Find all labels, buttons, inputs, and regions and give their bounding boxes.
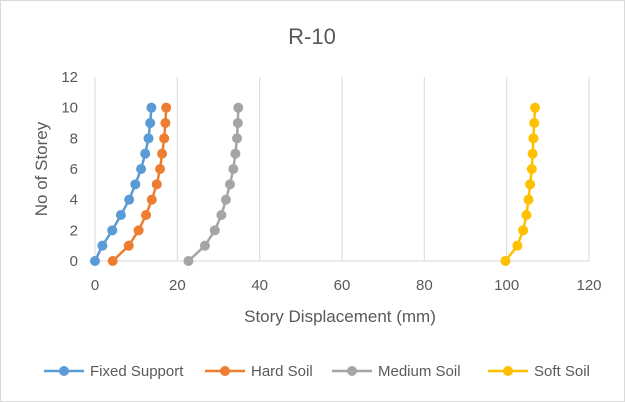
data-point bbox=[157, 148, 168, 159]
y-tick-label: 6 bbox=[70, 161, 78, 178]
data-point bbox=[230, 148, 241, 159]
data-point bbox=[143, 133, 154, 144]
data-point bbox=[97, 240, 108, 251]
data-point bbox=[115, 210, 126, 220]
plot-series bbox=[90, 102, 541, 266]
x-tick-label: 120 bbox=[576, 277, 601, 294]
legend-item: Hard Soil bbox=[205, 363, 313, 380]
legend-item: Soft Soil bbox=[488, 363, 590, 380]
data-point bbox=[90, 256, 100, 266]
legend-label: Soft Soil bbox=[534, 363, 590, 380]
y-axis-title: No of Storey bbox=[32, 121, 51, 216]
data-point bbox=[518, 225, 529, 236]
legend-label: Fixed Support bbox=[90, 363, 184, 380]
legend-item: Fixed Support bbox=[44, 363, 184, 380]
legend-item: Medium Soil bbox=[332, 363, 461, 380]
data-point bbox=[512, 240, 523, 251]
x-axis-title: Story Displacement (mm) bbox=[244, 307, 436, 326]
data-point bbox=[123, 240, 134, 251]
data-point bbox=[232, 118, 243, 128]
data-point bbox=[145, 118, 156, 128]
data-point bbox=[220, 194, 231, 205]
data-point bbox=[183, 256, 194, 266]
y-tick-label: 0 bbox=[70, 253, 78, 270]
data-point bbox=[160, 118, 171, 128]
y-tick-label: 12 bbox=[61, 69, 78, 86]
data-point bbox=[225, 179, 236, 190]
data-point bbox=[130, 179, 141, 190]
y-tick-label: 4 bbox=[70, 192, 78, 209]
legend-label: Hard Soil bbox=[251, 363, 313, 380]
data-point bbox=[146, 102, 157, 113]
x-tick-label: 40 bbox=[251, 277, 268, 294]
data-point bbox=[232, 133, 243, 144]
data-point bbox=[529, 118, 540, 128]
x-tick-label: 20 bbox=[169, 277, 186, 294]
data-point bbox=[233, 102, 244, 113]
data-point bbox=[151, 179, 162, 190]
y-tick-labels: 0 2 4 6 8 10 12 bbox=[61, 69, 78, 270]
data-point bbox=[528, 133, 539, 144]
data-point bbox=[526, 164, 537, 174]
data-point bbox=[161, 102, 172, 113]
chart-title: R-10 bbox=[288, 24, 336, 49]
data-point bbox=[124, 194, 135, 205]
series-soft-soil bbox=[500, 102, 541, 266]
legend-marker bbox=[503, 366, 513, 376]
data-point bbox=[140, 148, 151, 159]
x-tick-labels: 0 20 40 60 80 100 120 bbox=[91, 277, 602, 294]
data-point bbox=[500, 256, 511, 266]
series-medium-soil bbox=[183, 102, 244, 266]
y-tick-label: 2 bbox=[70, 222, 78, 239]
x-tick-label: 60 bbox=[334, 277, 351, 294]
legend-marker bbox=[59, 366, 69, 376]
y-tick-label: 8 bbox=[70, 130, 78, 147]
legend: Fixed Support Hard Soil Medium Soil Soft So… bbox=[44, 363, 590, 380]
data-point bbox=[136, 164, 147, 174]
data-point bbox=[141, 210, 152, 220]
legend-marker bbox=[347, 366, 357, 376]
data-point bbox=[159, 133, 170, 144]
y-tick-label: 10 bbox=[61, 100, 78, 117]
data-point bbox=[155, 164, 166, 174]
data-point bbox=[199, 240, 210, 251]
x-tick-label: 80 bbox=[416, 277, 433, 294]
legend-label: Medium Soil bbox=[378, 363, 461, 380]
data-point bbox=[228, 164, 239, 174]
data-point bbox=[107, 256, 118, 266]
data-point bbox=[521, 210, 532, 220]
data-point bbox=[530, 102, 541, 113]
data-point bbox=[216, 210, 227, 220]
x-tick-label: 0 bbox=[91, 277, 99, 294]
x-tick-label: 100 bbox=[494, 277, 519, 294]
data-point bbox=[133, 225, 144, 236]
data-point bbox=[107, 225, 118, 236]
data-point bbox=[146, 194, 157, 205]
series-hard-soil bbox=[107, 102, 172, 266]
data-point bbox=[523, 194, 534, 205]
series-fixed-support bbox=[90, 102, 157, 266]
legend-marker bbox=[220, 366, 230, 376]
data-point bbox=[209, 225, 220, 236]
data-point bbox=[525, 179, 536, 190]
series-line bbox=[93, 107, 153, 262]
data-point bbox=[527, 148, 538, 159]
